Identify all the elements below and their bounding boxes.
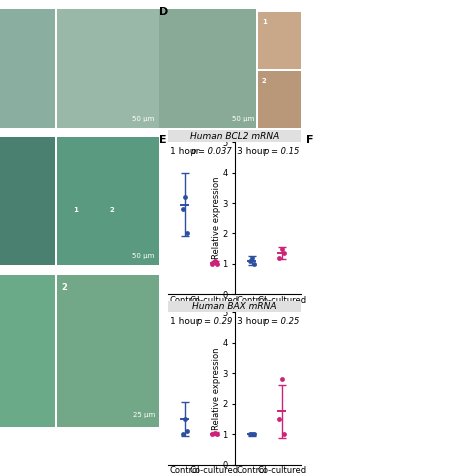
Text: p = 0.25: p = 0.25 xyxy=(263,317,299,326)
Point xyxy=(280,249,287,257)
Point xyxy=(181,193,189,201)
Point xyxy=(179,430,186,438)
Text: D: D xyxy=(159,7,168,17)
Text: 2: 2 xyxy=(110,207,115,213)
Point xyxy=(278,245,285,253)
Text: 50 μm: 50 μm xyxy=(232,116,254,122)
Text: 50 μm: 50 μm xyxy=(132,253,155,259)
Point xyxy=(276,415,283,423)
Point xyxy=(179,205,186,213)
Text: p = 0.037: p = 0.037 xyxy=(190,147,232,156)
Point xyxy=(278,375,285,383)
Text: 50 μm: 50 μm xyxy=(132,116,155,122)
Text: 1 hour: 1 hour xyxy=(170,147,199,156)
Point xyxy=(246,257,254,264)
Text: 2: 2 xyxy=(262,78,266,84)
Text: 25 μm: 25 μm xyxy=(133,412,155,419)
Point xyxy=(183,427,191,435)
Text: 1 hour: 1 hour xyxy=(170,317,199,326)
Text: 2: 2 xyxy=(61,283,67,292)
Point xyxy=(183,229,191,237)
Text: 3 hour: 3 hour xyxy=(237,147,266,156)
Point xyxy=(276,254,283,262)
Text: 1: 1 xyxy=(73,207,78,213)
Point xyxy=(181,415,189,423)
Point xyxy=(250,430,257,438)
Point xyxy=(213,430,220,438)
Point xyxy=(212,258,219,266)
Point xyxy=(280,430,287,438)
Point xyxy=(248,254,255,262)
Text: p = 0.15: p = 0.15 xyxy=(263,147,299,156)
Text: 3 hour: 3 hour xyxy=(237,317,266,326)
Y-axis label: Relative expression: Relative expression xyxy=(212,347,221,430)
Y-axis label: Relative expression: Relative expression xyxy=(212,177,221,259)
Text: E: E xyxy=(159,135,166,145)
Text: Human BCL2 mRNA: Human BCL2 mRNA xyxy=(190,132,279,141)
Point xyxy=(246,430,254,438)
Point xyxy=(209,430,216,438)
Point xyxy=(250,260,257,268)
Text: Human BAX mRNA: Human BAX mRNA xyxy=(192,302,277,311)
Point xyxy=(210,258,217,266)
Text: F: F xyxy=(306,135,313,145)
Point xyxy=(248,430,255,438)
Point xyxy=(209,260,216,268)
Point xyxy=(213,260,220,268)
Text: 1: 1 xyxy=(262,18,266,25)
Point xyxy=(211,429,219,437)
Point xyxy=(211,257,219,264)
Text: p = 0.29: p = 0.29 xyxy=(196,317,232,326)
